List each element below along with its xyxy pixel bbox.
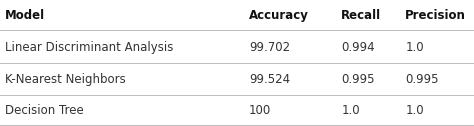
Text: 100: 100 [249,104,271,117]
Text: 0.995: 0.995 [405,73,439,86]
Text: 0.995: 0.995 [341,73,375,86]
Text: K-Nearest Neighbors: K-Nearest Neighbors [5,73,126,86]
Text: 99.702: 99.702 [249,41,290,54]
Text: 0.994: 0.994 [341,41,375,54]
Text: 99.524: 99.524 [249,73,290,86]
Text: 1.0: 1.0 [341,104,360,117]
Text: Decision Tree: Decision Tree [5,104,83,117]
Text: Linear Discriminant Analysis: Linear Discriminant Analysis [5,41,173,54]
Text: Recall: Recall [341,9,382,22]
Text: 1.0: 1.0 [405,104,424,117]
Text: Model: Model [5,9,45,22]
Text: Precision: Precision [405,9,466,22]
Text: Accuracy: Accuracy [249,9,309,22]
Text: 1.0: 1.0 [405,41,424,54]
